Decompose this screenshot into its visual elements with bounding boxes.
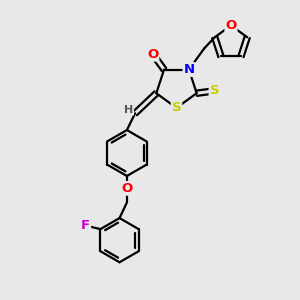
Text: O: O bbox=[147, 48, 158, 61]
Text: S: S bbox=[209, 84, 219, 98]
Text: O: O bbox=[225, 19, 237, 32]
Text: H: H bbox=[124, 105, 133, 115]
Text: S: S bbox=[172, 101, 181, 114]
Text: N: N bbox=[183, 63, 194, 76]
Text: F: F bbox=[81, 219, 90, 232]
Text: O: O bbox=[121, 182, 133, 195]
